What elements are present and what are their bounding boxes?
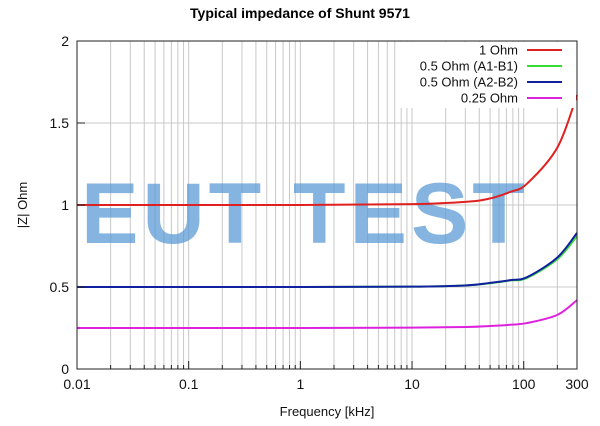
series-group bbox=[76, 94, 578, 330]
y-tick-label: 1 bbox=[61, 197, 69, 213]
y-axis-label: |Z| Ohm bbox=[15, 182, 30, 228]
x-tick-label: 100 bbox=[512, 376, 536, 392]
x-tick-label: 0.1 bbox=[179, 376, 199, 392]
legend-label: 0.5 Ohm (A2-B2) bbox=[420, 75, 518, 90]
series-line bbox=[76, 299, 578, 330]
y-tick-label: 1.5 bbox=[50, 115, 70, 131]
watermark: EUT TEST bbox=[81, 166, 529, 262]
series-line bbox=[76, 94, 578, 207]
legend-label: 0.25 Ohm bbox=[461, 91, 518, 106]
series-line bbox=[76, 232, 578, 289]
y-tick-label: 0.5 bbox=[50, 279, 70, 295]
x-tick-label: 300 bbox=[565, 376, 589, 392]
legend-label: 0.5 Ohm (A1-B1) bbox=[420, 59, 518, 74]
x-tick-label: 1 bbox=[296, 376, 304, 392]
x-tick-label: 0.01 bbox=[63, 376, 90, 392]
chart-title: Typical impedance of Shunt 9571 bbox=[190, 5, 410, 21]
x-tick-label: 10 bbox=[404, 376, 420, 392]
axis-ticks: 0 0.5 1 1.5 2 0.01 0.1 1 10 100 300 bbox=[50, 33, 589, 392]
x-axis-label: Frequency [kHz] bbox=[280, 404, 375, 419]
legend-label: 1 Ohm bbox=[479, 43, 518, 58]
y-tick-label: 0 bbox=[61, 361, 69, 377]
y-tick-label: 2 bbox=[61, 33, 69, 49]
